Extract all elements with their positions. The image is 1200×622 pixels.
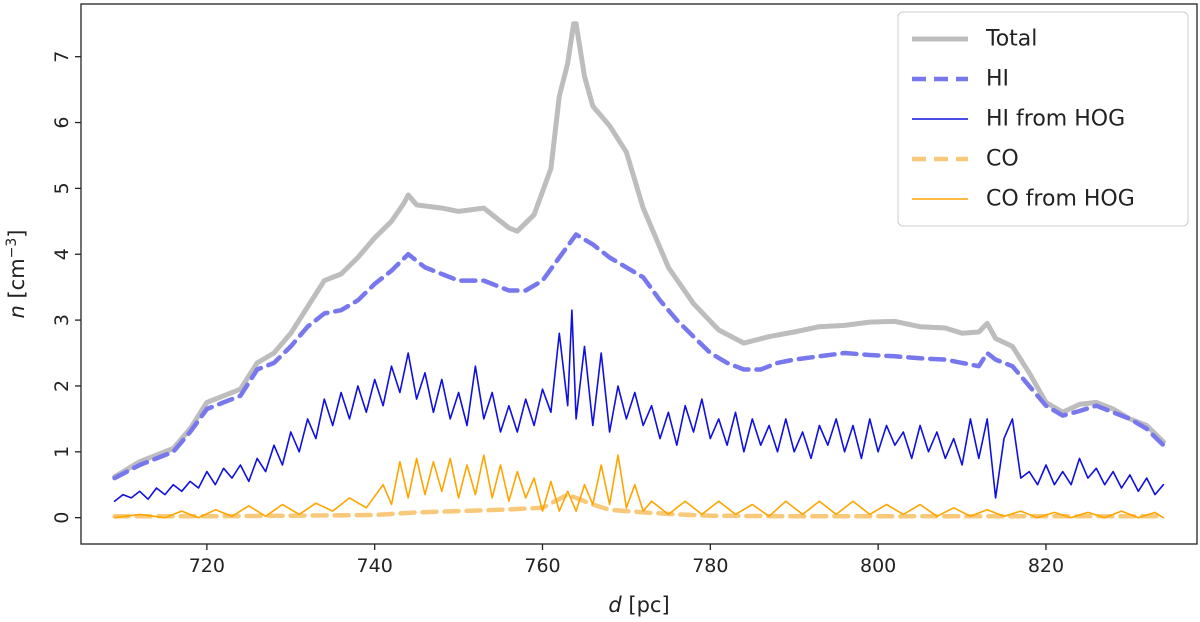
y-tick-label: 1 [51, 446, 73, 458]
x-axis-label: d [pc] [608, 593, 669, 617]
series-line-3 [113, 309, 1165, 502]
y-tick-label: 7 [51, 51, 73, 63]
y-tick-label: 4 [51, 248, 73, 260]
series-line-1 [112, 21, 1166, 480]
x-tick-label: 720 [189, 555, 225, 577]
legend-label-1: Total [985, 27, 1037, 52]
y-axis-label: n [cm−3] [4, 229, 29, 318]
y-tick-label: 3 [51, 314, 73, 326]
y-axis-label-unit: [cm [5, 258, 29, 305]
x-tick-label: 820 [1028, 555, 1064, 577]
x-tick-label: 780 [692, 555, 728, 577]
legend: Total HI HI from HOG CO CO from HOG [897, 11, 1189, 227]
y-tick-label: 0 [51, 512, 73, 524]
y-tick-label: 6 [51, 116, 73, 128]
y-axis-label-exponent: −3 [4, 238, 20, 259]
series-line-4 [112, 492, 1166, 519]
y-tick-label: 2 [51, 380, 73, 392]
x-tick-label: 760 [524, 555, 560, 577]
x-axis-label-unit: [pc] [622, 593, 670, 617]
legend-label-4: CO [986, 147, 1019, 172]
series-layer [112, 21, 1166, 519]
x-tick-label: 800 [860, 555, 896, 577]
plot-frame [80, 3, 1198, 545]
y-axis-label-close: ] [5, 229, 29, 237]
legend-label-5: CO from HOG [986, 187, 1135, 212]
series-line-2 [112, 232, 1166, 481]
series-line-5 [113, 454, 1165, 519]
x-tick-label: 740 [357, 555, 393, 577]
x-axis-label-italic: d [608, 593, 622, 617]
y-axis-label-italic: n [5, 305, 29, 318]
y-tick-label: 5 [51, 182, 73, 194]
legend-box [897, 11, 1189, 227]
legend-label-2: HI [986, 67, 1009, 92]
ticks-layer: 720 740 760 780 800 820 0 1 2 3 4 5 6 7 [51, 51, 1064, 577]
legend-label-3: HI from HOG [986, 107, 1125, 132]
